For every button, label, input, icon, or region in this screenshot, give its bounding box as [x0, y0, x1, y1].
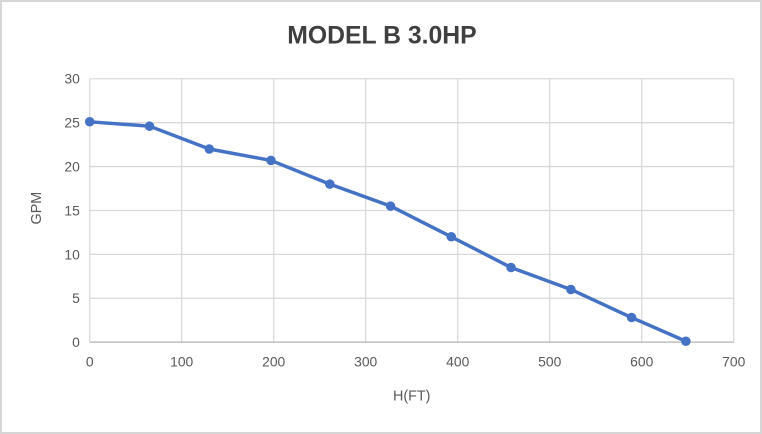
series-line [87, 120, 688, 343]
data-point-marker [385, 201, 396, 211]
data-point-marker [626, 312, 637, 323]
y-tick-label: 30 [64, 71, 80, 87]
x-tick-label: 400 [446, 354, 469, 370]
x-axis-title: H(FT) [393, 388, 430, 404]
y-tick-label: 5 [72, 290, 80, 306]
gridlines [89, 78, 735, 343]
x-tick-label: 0 [86, 354, 94, 370]
y-tick-label: 20 [64, 159, 80, 175]
data-point-marker [325, 179, 335, 189]
y-axis-title: GPM [29, 192, 45, 225]
x-tick-label: 300 [354, 354, 377, 370]
data-point-marker [84, 117, 95, 127]
tick-labels: 0 100 200 300 400 500 600 700 0 5 10 15 20 25 30 [64, 71, 745, 370]
y-tick-label: 25 [64, 115, 80, 131]
y-tick-label: 15 [64, 202, 80, 218]
data-point-marker [506, 262, 516, 273]
data-point-marker [204, 144, 215, 154]
y-tick-label: 10 [64, 246, 80, 262]
x-tick-label: 700 [722, 354, 745, 370]
y-tick-label: 0 [72, 334, 80, 350]
x-tick-label: 500 [538, 354, 561, 370]
data-point-marker [144, 121, 155, 131]
chart-title: MODEL B 3.0HP [287, 23, 476, 50]
data-point-marker [681, 336, 691, 347]
data-point-marker [266, 155, 276, 166]
data-point-marker [446, 232, 457, 242]
x-tick-label: 100 [170, 354, 193, 370]
x-tick-label: 200 [262, 354, 285, 370]
data-point-marker [566, 284, 576, 295]
x-tick-label: 600 [630, 354, 653, 370]
data-series [84, 117, 691, 347]
